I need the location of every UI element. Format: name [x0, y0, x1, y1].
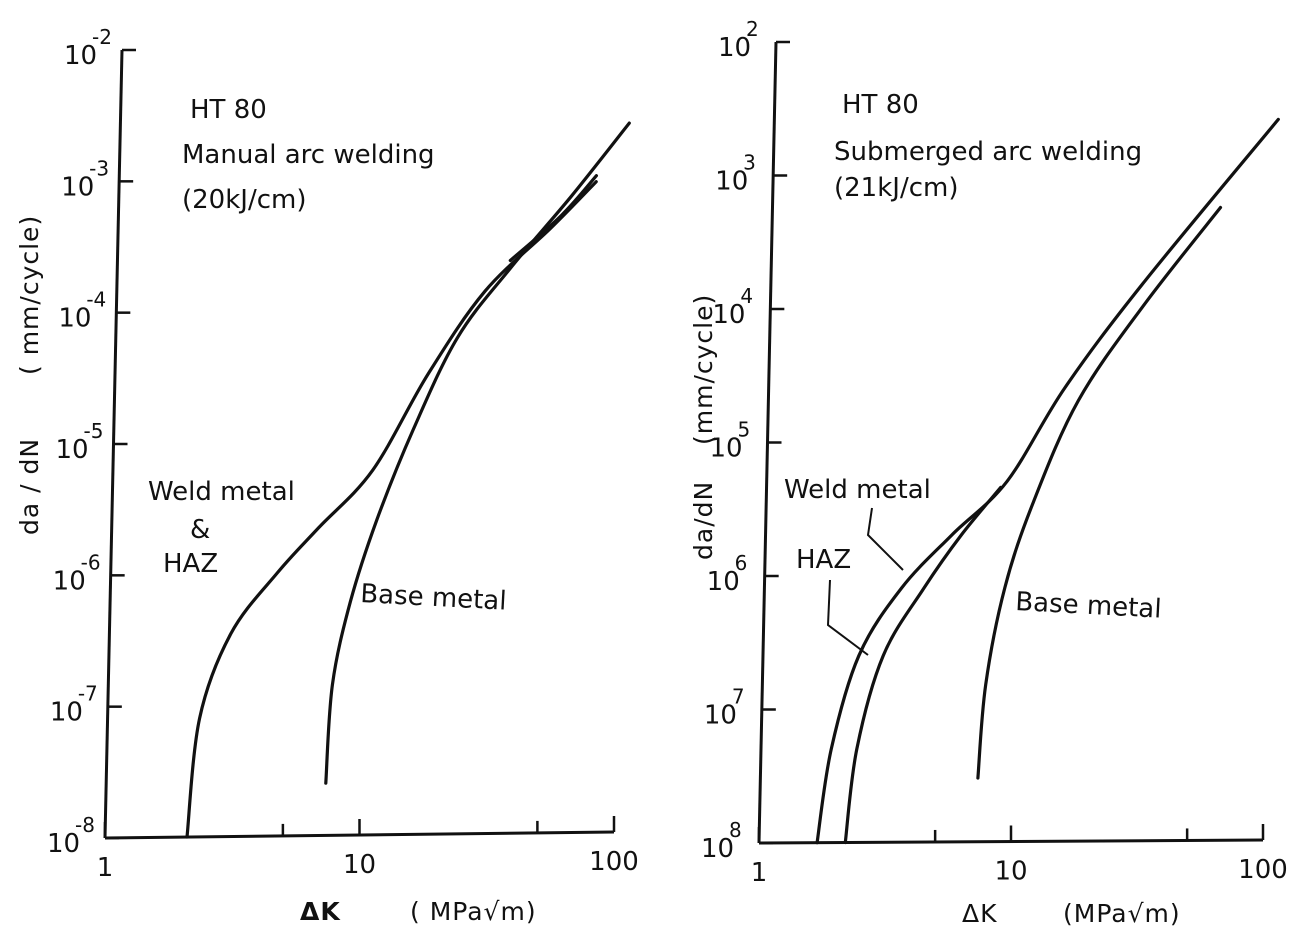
- right-y-tick-label: 10: [718, 33, 751, 63]
- left-series-curve-2: [508, 174, 598, 263]
- right-y-tick-label: 10: [704, 701, 737, 731]
- right-y-tick-label: 10: [701, 834, 734, 864]
- right-y-tick-label: 10: [712, 300, 745, 330]
- left-y-tick-label: 10: [64, 41, 97, 71]
- right-series-label-haz: HAZ: [796, 545, 851, 575]
- left-series-curve-0: [185, 180, 598, 839]
- right-series-label-base: Base metal: [1015, 587, 1163, 625]
- right-y-tick-exponent: 7: [732, 685, 745, 709]
- left-y-tick-label: 10: [56, 435, 89, 465]
- right-annotation-heat-input: (21kJ/cm): [834, 173, 958, 203]
- right-leader-haz: [826, 579, 869, 656]
- left-curves: [185, 121, 631, 839]
- right-leader-weld-metal: [866, 507, 904, 571]
- left-annotation-process: Manual arc welding: [182, 140, 435, 170]
- left-y-tick-exponent: -3: [89, 156, 109, 180]
- right-x-axis-unit: (MPa√m): [1063, 899, 1181, 928]
- left-y-tick-exponent: -6: [81, 550, 101, 574]
- left-ticks: 10-810-710-610-510-410-310-21 10 100: [47, 25, 639, 883]
- left-y-tick-label: 10: [50, 698, 83, 728]
- left-y-tick-label: 10: [58, 304, 91, 334]
- right-curves: [815, 117, 1280, 845]
- left-x-tick-label: 1: [97, 853, 114, 883]
- right-series-label-weld: Weld metal: [784, 475, 931, 505]
- left-y-tick-exponent: -8: [75, 813, 95, 837]
- left-y-tick-label: 10: [47, 829, 80, 859]
- left-y-tick-exponent: -2: [92, 25, 112, 49]
- left-series-label-weld-line2: &: [190, 515, 210, 545]
- left-series-curve-1: [324, 121, 631, 785]
- right-annotation-material: HT 80: [842, 90, 919, 120]
- right-series-curve-0: [815, 117, 1280, 845]
- right-y-tick-label: 10: [715, 167, 748, 197]
- left-chart: 10-810-710-610-510-410-310-21 10 100 HT 80…: [15, 25, 639, 926]
- left-series-label-weld-line3: HAZ: [163, 549, 218, 579]
- right-y-tick-label: 10: [707, 567, 740, 597]
- left-x-axis-unit: ( MPa√m): [410, 897, 537, 926]
- left-x-tick-label: 10: [343, 850, 376, 880]
- right-y-axis-unit: (mm/cycle): [689, 294, 718, 445]
- left-x-tick-label: 100: [589, 847, 639, 877]
- right-y-axis-label: da/dN: [689, 481, 718, 560]
- left-y-tick-exponent: -4: [86, 288, 106, 312]
- right-x-tick-label: 10: [994, 857, 1027, 887]
- right-y-tick-exponent: 3: [743, 151, 756, 175]
- left-y-tick-label: 10: [61, 172, 94, 202]
- right-y-tick-exponent: 8: [729, 818, 742, 842]
- right-annotation-process: Submerged arc welding: [834, 137, 1142, 167]
- right-x-tick-label: 1: [751, 858, 768, 888]
- right-y-tick-exponent: 6: [735, 551, 748, 575]
- left-y-axis-label: da / dN: [15, 438, 44, 535]
- right-y-tick-exponent: 5: [738, 418, 751, 442]
- left-y-tick-exponent: -7: [78, 682, 98, 706]
- right-series-curve-1: [843, 485, 1003, 845]
- right-y-tick-exponent: 4: [740, 284, 753, 308]
- right-x-axis-label: ΔK: [962, 899, 998, 928]
- left-series-label-base: Base metal: [360, 579, 508, 617]
- right-x-tick-label: 100: [1238, 855, 1288, 885]
- left-series-label-weld-line1: Weld metal: [148, 477, 295, 507]
- left-y-axis-unit: ( mm/cycle): [15, 215, 44, 375]
- left-y-tick-label: 10: [53, 566, 86, 596]
- left-annotation-heat-input: (20kJ/cm): [182, 185, 306, 215]
- right-series-curve-2: [976, 205, 1223, 780]
- left-x-axis-label: ΔK: [300, 897, 341, 926]
- left-y-tick-exponent: -5: [84, 419, 104, 443]
- right-y-tick-exponent: 2: [746, 17, 759, 41]
- right-y-tick-label: 10: [710, 434, 743, 464]
- left-annotation-material: HT 80: [190, 95, 267, 125]
